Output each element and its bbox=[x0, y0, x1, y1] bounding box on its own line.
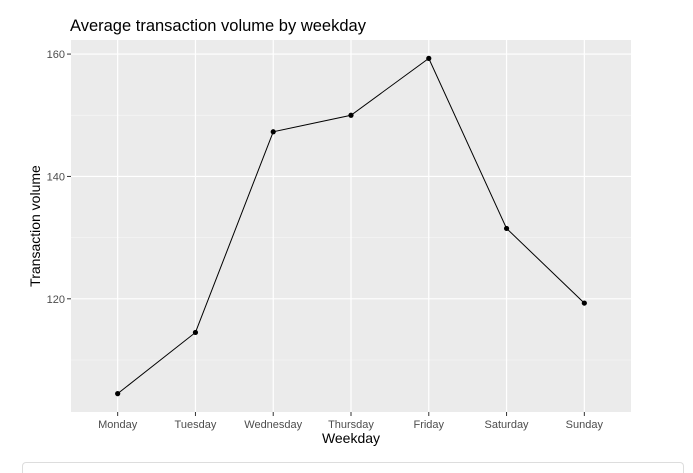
data-point-wednesday bbox=[270, 129, 276, 135]
x-tick-label: Friday bbox=[413, 419, 444, 431]
x-tick-label: Thursday bbox=[328, 419, 374, 431]
x-tick-label: Tuesday bbox=[175, 419, 217, 431]
y-tick-label: 120 bbox=[47, 294, 65, 306]
y-axis-label: Transaction volume bbox=[27, 165, 43, 287]
bottom-panel-edge bbox=[22, 462, 684, 473]
y-axis: 120 140 160 bbox=[47, 49, 71, 306]
x-tick-label: Sunday bbox=[566, 419, 604, 431]
data-point-thursday bbox=[348, 112, 354, 118]
x-axis-label: Weekday bbox=[322, 430, 380, 446]
data-point-friday bbox=[426, 55, 432, 61]
data-point-tuesday bbox=[192, 329, 199, 336]
y-tick-label: 160 bbox=[47, 49, 65, 61]
data-point-saturday bbox=[503, 225, 510, 232]
series-line-group bbox=[115, 55, 587, 397]
x-tick-label: Wednesday bbox=[244, 419, 302, 431]
data-point-sunday bbox=[581, 300, 587, 306]
chart-title: Average transaction volume by weekday bbox=[70, 17, 367, 35]
x-tick-label: Monday bbox=[98, 419, 138, 431]
y-tick-label: 140 bbox=[47, 171, 65, 183]
major-gridlines bbox=[71, 40, 631, 412]
data-point-monday bbox=[115, 391, 121, 397]
x-tick-label: Saturday bbox=[485, 419, 530, 431]
x-axis: Monday Tuesday Wednesday Thursday Friday Satu… bbox=[98, 412, 603, 431]
